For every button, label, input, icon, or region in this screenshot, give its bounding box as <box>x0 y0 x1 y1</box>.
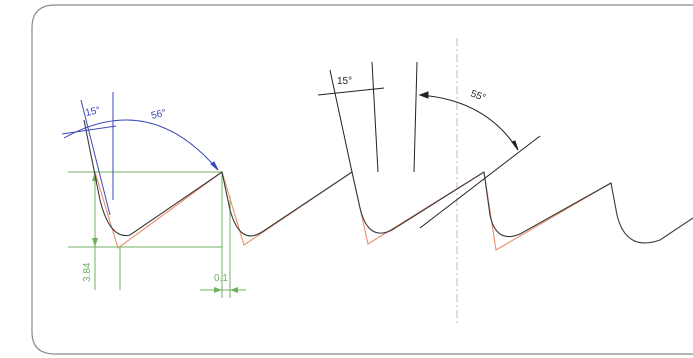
ideal-flank-2 <box>221 171 353 246</box>
black-vertical-1 <box>371 61 379 173</box>
black-inclined-line <box>419 135 541 229</box>
blue-arc-arrow <box>210 161 219 171</box>
ideal-flank-1 <box>94 171 223 249</box>
gap-arrow-left <box>214 287 222 293</box>
black-arc-arrow-start <box>418 91 429 99</box>
ideal-flanks <box>94 171 612 251</box>
blue-angle-large-label: 56° <box>150 108 167 122</box>
black-angle-small-label: 15° <box>337 76 352 87</box>
black-large-angle-arc <box>419 94 519 151</box>
ideal-flank-4 <box>483 171 612 251</box>
blue-angle-annotation <box>61 92 219 216</box>
tooth-profile <box>83 119 693 244</box>
black-flank-extension <box>329 69 353 173</box>
drawing-frame <box>31 4 693 355</box>
black-vertical-2 <box>413 61 418 173</box>
black-angle-large-label: 55° <box>469 88 487 104</box>
blue-small-angle-leader <box>61 125 117 135</box>
gap-arrow-right <box>230 287 238 293</box>
green-dimensions <box>68 171 246 298</box>
blue-large-angle-arc <box>63 119 219 171</box>
black-arc-arrow <box>511 140 519 151</box>
black-small-angle-leader <box>317 87 385 96</box>
blue-angle-small-label: 15° <box>84 105 101 119</box>
black-angle-annotation <box>317 61 541 229</box>
ideal-flank-3 <box>351 171 485 245</box>
height-dimension-label: 3.84 <box>82 262 93 282</box>
arrow-down <box>92 238 98 247</box>
blue-reference-line-1 <box>80 99 111 216</box>
gap-dimension-label: 0.1 <box>214 273 228 284</box>
